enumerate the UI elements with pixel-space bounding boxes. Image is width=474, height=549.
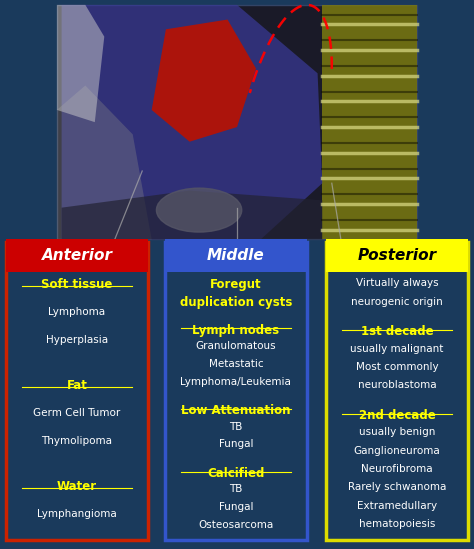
Text: Foregut: Foregut (210, 278, 262, 292)
Text: Thymolipoma: Thymolipoma (42, 436, 112, 446)
Text: Most commonly: Most commonly (356, 362, 438, 372)
Polygon shape (62, 5, 322, 239)
FancyBboxPatch shape (326, 239, 468, 272)
Text: 1st decade: 1st decade (361, 325, 433, 338)
Text: Water: Water (57, 480, 97, 494)
Text: neurogenic origin: neurogenic origin (351, 297, 443, 307)
Text: Extramedullary: Extramedullary (357, 501, 437, 511)
FancyBboxPatch shape (6, 239, 148, 272)
Polygon shape (57, 86, 152, 239)
Text: neuroblastoma: neuroblastoma (358, 380, 436, 390)
Text: duplication cysts: duplication cysts (180, 296, 292, 309)
Text: Fungal: Fungal (219, 502, 253, 512)
Text: Ganglioneuroma: Ganglioneuroma (354, 446, 440, 456)
Text: Virtually always: Virtually always (356, 278, 438, 288)
Text: Metastatic: Metastatic (209, 359, 263, 369)
Text: Neurofibroma: Neurofibroma (361, 464, 433, 474)
Text: Anterior: Anterior (42, 248, 112, 263)
Text: Rarely schwanoma: Rarely schwanoma (348, 483, 446, 492)
Text: usually malignant: usually malignant (350, 344, 444, 354)
Text: Lymphangioma: Lymphangioma (37, 509, 117, 519)
Text: 2nd decade: 2nd decade (359, 409, 435, 422)
Text: Granulomatous: Granulomatous (195, 341, 276, 351)
Text: Osteosarcoma: Osteosarcoma (198, 520, 273, 530)
Text: hematopoiesis: hematopoiesis (359, 519, 435, 529)
Polygon shape (322, 5, 417, 239)
FancyBboxPatch shape (57, 5, 417, 239)
Polygon shape (57, 5, 104, 122)
Text: Lymphoma: Lymphoma (48, 307, 106, 317)
Circle shape (156, 188, 242, 232)
Text: Lymphoma/Leukemia: Lymphoma/Leukemia (181, 377, 291, 386)
Text: Soft tissue: Soft tissue (41, 278, 113, 292)
Text: Germ Cell Tumor: Germ Cell Tumor (33, 408, 121, 418)
Text: Posterior: Posterior (357, 248, 437, 263)
Text: TB: TB (229, 422, 243, 432)
Text: TB: TB (229, 484, 243, 495)
Text: Hyperplasia: Hyperplasia (46, 335, 108, 345)
Polygon shape (152, 20, 256, 142)
Text: Calcified: Calcified (207, 467, 264, 480)
Text: Fungal: Fungal (219, 439, 253, 449)
Text: Lymph nodes: Lymph nodes (192, 323, 279, 337)
Text: Low Attenuation: Low Attenuation (181, 404, 291, 417)
Text: Middle: Middle (207, 248, 264, 263)
Text: Fat: Fat (66, 379, 88, 393)
Text: usually benign: usually benign (359, 427, 435, 437)
Polygon shape (62, 191, 322, 239)
FancyBboxPatch shape (165, 239, 307, 272)
